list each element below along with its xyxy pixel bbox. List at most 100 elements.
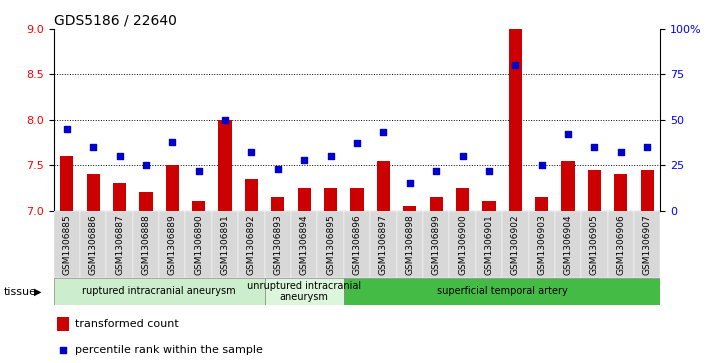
Bar xyxy=(344,211,370,278)
Text: GSM1306887: GSM1306887 xyxy=(115,214,124,275)
Text: GSM1306897: GSM1306897 xyxy=(379,214,388,275)
Point xyxy=(378,130,389,135)
Point xyxy=(589,144,600,150)
Text: GSM1306885: GSM1306885 xyxy=(62,214,71,275)
Bar xyxy=(139,192,153,211)
Point xyxy=(563,131,574,137)
Bar xyxy=(245,179,258,211)
Bar xyxy=(640,170,654,211)
Bar xyxy=(377,160,390,211)
Text: GSM1306896: GSM1306896 xyxy=(353,214,361,275)
Bar xyxy=(212,211,238,278)
Text: GSM1306895: GSM1306895 xyxy=(326,214,335,275)
Bar xyxy=(133,211,159,278)
Text: GSM1306891: GSM1306891 xyxy=(221,214,230,275)
Bar xyxy=(86,174,100,211)
Bar xyxy=(634,211,660,278)
Bar xyxy=(403,206,416,211)
Point xyxy=(114,153,125,159)
Point xyxy=(246,150,257,155)
Point xyxy=(272,166,283,172)
Bar xyxy=(113,183,126,211)
Text: GSM1306898: GSM1306898 xyxy=(406,214,414,275)
Text: unruptured intracranial
aneurysm: unruptured intracranial aneurysm xyxy=(247,281,361,302)
Bar xyxy=(218,120,231,211)
Bar xyxy=(324,188,337,211)
Bar xyxy=(80,211,106,278)
Bar xyxy=(351,188,363,211)
Bar xyxy=(186,211,212,278)
Bar xyxy=(588,170,601,211)
Bar xyxy=(528,211,555,278)
Text: GSM1306893: GSM1306893 xyxy=(273,214,282,275)
Bar xyxy=(60,156,74,211)
Point xyxy=(483,168,495,174)
Point xyxy=(536,162,548,168)
Text: GSM1306902: GSM1306902 xyxy=(511,214,520,274)
Point xyxy=(457,153,468,159)
Bar xyxy=(159,211,186,278)
Point xyxy=(87,144,99,150)
Point xyxy=(61,126,72,132)
Bar xyxy=(581,211,608,278)
Point xyxy=(166,139,178,144)
Point xyxy=(351,140,363,146)
Text: GDS5186 / 22640: GDS5186 / 22640 xyxy=(54,14,176,28)
Text: GSM1306889: GSM1306889 xyxy=(168,214,177,275)
Bar xyxy=(456,188,469,211)
Point xyxy=(298,157,310,163)
Text: ▶: ▶ xyxy=(34,287,42,297)
Text: percentile rank within the sample: percentile rank within the sample xyxy=(75,345,263,355)
Text: GSM1306904: GSM1306904 xyxy=(563,214,573,274)
Point xyxy=(325,153,336,159)
Point xyxy=(193,168,204,174)
Text: GSM1306906: GSM1306906 xyxy=(616,214,625,275)
Bar xyxy=(423,211,449,278)
Bar xyxy=(344,278,660,305)
Point xyxy=(282,247,293,253)
Text: tissue: tissue xyxy=(4,287,36,297)
Point xyxy=(140,162,151,168)
Bar xyxy=(555,211,581,278)
Text: GSM1306903: GSM1306903 xyxy=(537,214,546,275)
Text: GSM1306905: GSM1306905 xyxy=(590,214,599,275)
Point xyxy=(404,180,416,186)
Bar xyxy=(318,211,344,278)
Text: transformed count: transformed count xyxy=(75,319,178,329)
Text: GSM1306900: GSM1306900 xyxy=(458,214,467,275)
Bar xyxy=(54,278,265,305)
Text: GSM1306892: GSM1306892 xyxy=(247,214,256,274)
Text: GSM1306894: GSM1306894 xyxy=(300,214,308,274)
Bar xyxy=(370,211,396,278)
Bar xyxy=(192,201,206,211)
Point xyxy=(510,62,521,68)
Text: GSM1306899: GSM1306899 xyxy=(432,214,441,275)
Bar xyxy=(271,197,284,211)
Bar xyxy=(265,211,291,278)
Text: superficial temporal artery: superficial temporal artery xyxy=(437,286,568,296)
Point xyxy=(431,168,442,174)
Bar xyxy=(56,317,69,331)
Point xyxy=(642,144,653,150)
Bar xyxy=(614,174,628,211)
Bar xyxy=(502,211,528,278)
Bar xyxy=(106,211,133,278)
Text: ruptured intracranial aneurysm: ruptured intracranial aneurysm xyxy=(82,286,236,296)
Bar xyxy=(166,165,179,211)
Bar xyxy=(291,211,318,278)
Point xyxy=(615,150,627,155)
Bar xyxy=(265,278,344,305)
Bar xyxy=(476,211,502,278)
Text: GSM1306888: GSM1306888 xyxy=(141,214,151,275)
Bar xyxy=(483,201,496,211)
Bar xyxy=(561,160,575,211)
Bar xyxy=(608,211,634,278)
Bar xyxy=(508,29,522,211)
Text: GSM1306890: GSM1306890 xyxy=(194,214,203,275)
Bar xyxy=(298,188,311,211)
Text: GSM1306907: GSM1306907 xyxy=(643,214,652,275)
Bar xyxy=(430,197,443,211)
Bar xyxy=(449,211,476,278)
Text: GSM1306886: GSM1306886 xyxy=(89,214,98,275)
Point xyxy=(219,117,231,123)
